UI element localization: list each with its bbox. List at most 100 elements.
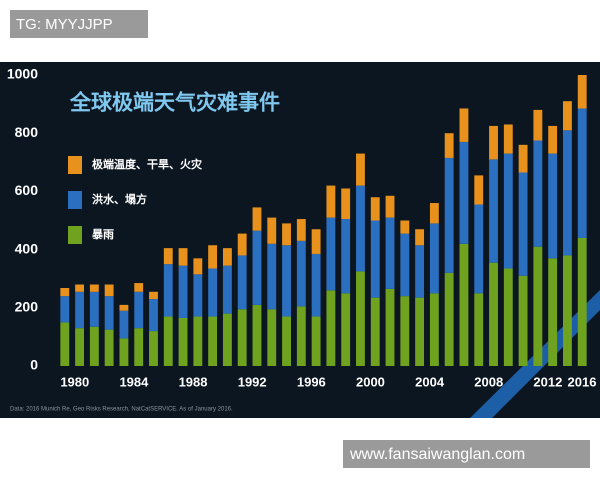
bar-segment — [518, 172, 528, 276]
bar-segment — [134, 328, 144, 366]
bar-segment — [60, 296, 70, 323]
bar-segment — [459, 243, 469, 366]
bar-segment — [503, 124, 513, 154]
bar-segment — [326, 185, 336, 218]
bar-segment — [474, 293, 484, 366]
bar-segment — [193, 274, 203, 317]
bar-segment — [296, 240, 306, 307]
bar-segment — [311, 253, 321, 317]
bar-segment — [163, 248, 173, 265]
bar-segment — [178, 248, 188, 266]
bar-segment — [562, 101, 572, 131]
y-tick-label: 1000 — [7, 66, 38, 82]
bar-segment — [533, 246, 543, 366]
bar-segment — [503, 268, 513, 366]
bar-segment — [119, 304, 129, 311]
bar-segment — [134, 291, 144, 329]
url-box — [343, 440, 590, 468]
bar-segment — [282, 223, 291, 246]
bar-segment — [237, 255, 247, 310]
bar-segment — [356, 153, 365, 186]
bar-segment — [444, 133, 454, 158]
legend-swatch — [68, 191, 82, 209]
bar-segment — [60, 288, 70, 297]
bar-segment — [89, 284, 99, 292]
bar-segment — [149, 331, 158, 366]
bar-segment — [341, 293, 351, 366]
bar-segment — [282, 316, 291, 366]
bar-segment — [429, 293, 439, 366]
bar-segment — [163, 264, 173, 317]
y-tick-label: 200 — [15, 299, 39, 315]
tag-box — [10, 10, 148, 38]
bar-segment — [548, 258, 558, 366]
url-text: www.fansaiwanglan.com — [349, 446, 525, 463]
bar-segment — [370, 197, 380, 221]
x-tick-label: 2016 — [568, 374, 597, 389]
bar-segment — [326, 217, 336, 291]
x-tick-label: 1980 — [60, 374, 89, 389]
x-tick-label: 2000 — [356, 374, 385, 389]
legend-swatch — [68, 226, 82, 244]
bar-segment — [75, 284, 85, 292]
bar-segment — [134, 283, 144, 292]
bar-segment — [577, 108, 587, 238]
bar-segment — [178, 265, 188, 318]
x-tick-label: 2008 — [474, 374, 503, 389]
bar-segment — [548, 125, 558, 154]
bar-segment — [104, 296, 114, 330]
bar-segment — [356, 271, 365, 366]
bar-segment — [489, 125, 498, 160]
bar-segment — [518, 144, 528, 173]
bar-segment — [518, 275, 528, 366]
y-tick-label: 0 — [30, 357, 38, 373]
bar-segment — [533, 140, 543, 247]
bar-segment — [341, 188, 351, 220]
bar-segment — [282, 245, 291, 317]
legend-label: 极端温度、干旱、火灾 — [92, 157, 203, 171]
bar-segment — [208, 245, 218, 269]
bar-segment — [252, 207, 262, 231]
bar-segment — [577, 237, 587, 366]
slide-decor — [492, 310, 600, 418]
bar-segment — [503, 153, 513, 269]
bar-segment — [178, 317, 188, 366]
bar-segment — [193, 258, 203, 275]
bar-segment — [459, 141, 469, 244]
bar-segment — [163, 316, 173, 366]
bar-segment — [385, 195, 395, 218]
bar-segment — [149, 299, 158, 332]
x-tick-label: 2012 — [533, 374, 562, 389]
bar-segment — [193, 316, 203, 366]
bar-segment — [444, 157, 454, 273]
bar-segment — [296, 219, 306, 241]
bar-segment — [474, 204, 484, 294]
bar-segment — [267, 243, 277, 310]
x-tick-label: 1984 — [119, 374, 149, 389]
bar-segment — [222, 265, 232, 314]
bar-segment — [562, 255, 572, 366]
bar-segment — [400, 296, 410, 366]
x-tick-label: 2004 — [415, 374, 445, 389]
bar-segment — [577, 75, 587, 109]
bar-segment — [267, 309, 277, 366]
bar-segment — [444, 272, 454, 366]
bar-segment — [489, 159, 498, 263]
legend-label: 暴雨 — [91, 228, 114, 241]
tag-text: TG: MYYJJPP — [16, 16, 113, 33]
bar-segment — [208, 316, 218, 366]
bar-segment — [356, 185, 365, 272]
bar-segment — [548, 153, 558, 259]
y-tick-label: 400 — [15, 240, 39, 256]
bar-segment — [429, 203, 439, 224]
bar-segment — [149, 291, 158, 300]
bar-segment — [222, 248, 232, 266]
y-tick-label: 800 — [15, 124, 39, 140]
bar-segment — [415, 229, 425, 246]
bar-segment — [326, 290, 336, 366]
bar-segment — [89, 326, 99, 366]
bar-segment — [370, 220, 380, 298]
bar-segment — [208, 268, 218, 317]
bar-segment — [237, 309, 247, 366]
bar-segment — [533, 109, 543, 141]
